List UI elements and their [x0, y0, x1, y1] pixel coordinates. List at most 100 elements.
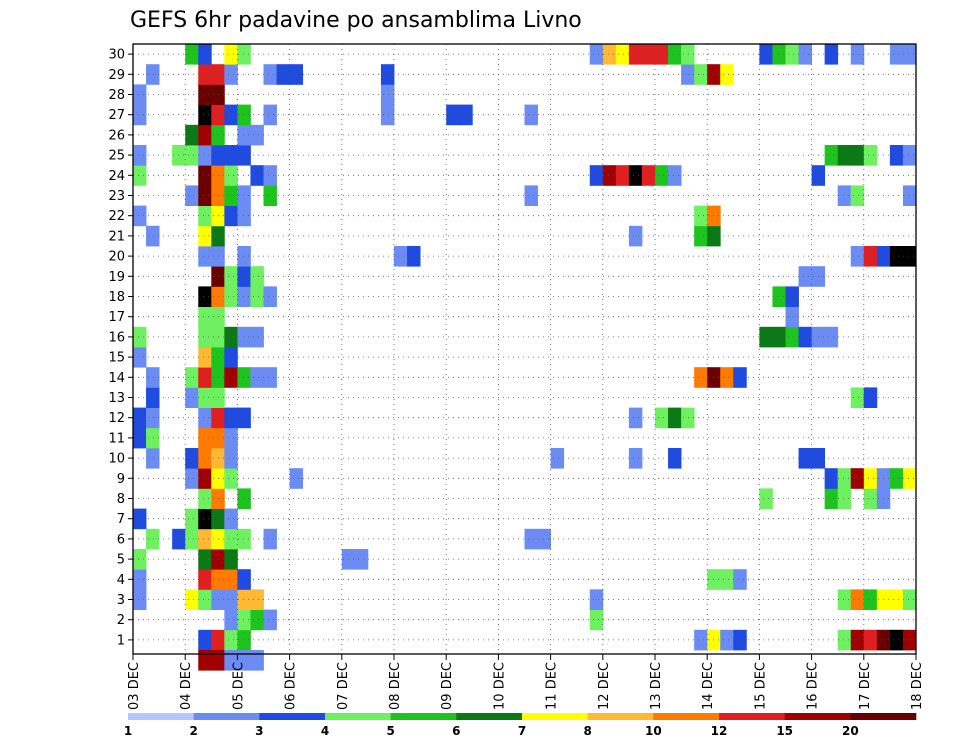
heatmap-cell — [902, 468, 917, 489]
heatmap-cell — [798, 266, 812, 287]
x-tick-label: 17 DEC — [858, 662, 873, 710]
heatmap-cell — [237, 124, 251, 146]
heatmap-cell — [237, 326, 251, 348]
heatmap-cell — [224, 427, 238, 449]
heatmap-cell — [902, 246, 917, 267]
colorbar-label: 1 — [124, 724, 132, 738]
heatmap-cell — [224, 569, 238, 590]
heatmap-cell — [198, 387, 212, 408]
heatmap-cell — [250, 124, 264, 146]
heatmap-cell — [798, 326, 812, 348]
heatmap-cell — [198, 407, 212, 429]
x-tick-label: 13 DEC — [649, 662, 664, 710]
heatmap-cell — [146, 387, 160, 408]
heatmap-cell — [133, 427, 147, 449]
heatmap-cell — [681, 407, 695, 429]
heatmap-cell — [224, 347, 238, 368]
heatmap-cell — [694, 205, 708, 227]
heatmap-cell — [759, 488, 773, 509]
heatmap-cell — [133, 145, 147, 166]
heatmap-cell — [146, 407, 160, 429]
colorbar-label: 2 — [189, 724, 197, 738]
heatmap-cell — [250, 286, 264, 307]
heatmap-cell — [198, 306, 212, 328]
heatmap-cell — [133, 104, 147, 126]
colorbar-swatch — [390, 713, 457, 720]
heatmap-cell — [628, 165, 643, 186]
y-tick-label: 11 — [108, 431, 125, 446]
heatmap-cell — [250, 326, 264, 348]
heatmap-cell — [850, 246, 865, 267]
x-tick-label: 04 DEC — [179, 662, 194, 710]
heatmap-cell — [237, 589, 251, 610]
heatmap-cells — [133, 44, 917, 671]
heatmap-cell — [224, 286, 238, 307]
heatmap-cell — [237, 407, 251, 429]
x-tick-label: 14 DEC — [701, 662, 716, 710]
heatmap-cell — [237, 609, 251, 631]
heatmap-cell — [198, 246, 212, 267]
heatmap-cell — [198, 44, 212, 65]
y-tick-label: 20 — [108, 250, 125, 265]
y-tick-label: 22 — [108, 209, 125, 224]
heatmap-cell — [537, 528, 551, 550]
heatmap-cell — [224, 266, 238, 287]
y-tick-label: 2 — [117, 613, 125, 628]
x-tick-label: 11 DEC — [545, 662, 560, 710]
x-tick-label: 12 DEC — [597, 662, 612, 710]
colorbar-swatch — [587, 713, 654, 720]
y-tick-label: 26 — [108, 128, 125, 143]
heatmap-cell — [237, 650, 251, 671]
x-axis: 03 DEC 04 DEC 05 DEC 06 DEC 07 DEC 08 DEC 09 D… — [127, 654, 925, 710]
colorbar-swatch — [784, 713, 851, 720]
colorbar-label: 8 — [583, 724, 591, 738]
heatmap-cell — [250, 165, 264, 186]
heatmap-cell — [185, 367, 199, 388]
heatmap-cell — [185, 44, 199, 65]
heatmap-cell — [602, 165, 617, 186]
y-tick-label: 23 — [108, 189, 125, 204]
heatmap-cell — [733, 629, 747, 651]
heatmap-cell — [694, 629, 708, 651]
heatmap-cell — [237, 488, 251, 509]
heatmap-cell — [237, 367, 251, 388]
heatmap-cell — [902, 185, 917, 206]
heatmap-cell — [198, 145, 212, 166]
heatmap-cell — [863, 468, 878, 489]
heatmap-cell — [394, 246, 408, 267]
colorbar-label: 12 — [711, 724, 728, 738]
y-tick-label: 1 — [117, 633, 125, 648]
heatmap-cell — [198, 286, 212, 307]
heatmap-cell — [237, 569, 251, 590]
y-tick-label: 12 — [108, 411, 125, 426]
heatmap-cell — [655, 165, 669, 186]
heatmap-cell — [133, 569, 147, 590]
colorbar-label: 7 — [518, 724, 526, 738]
x-tick-label: 15 DEC — [753, 662, 768, 710]
heatmap-cell — [589, 609, 604, 631]
colorbar-swatch — [193, 713, 260, 720]
heatmap-cell — [850, 589, 865, 610]
x-tick-label: 10 DEC — [492, 662, 507, 710]
plot-frame — [132, 43, 917, 655]
heatmap-cell — [198, 205, 212, 227]
colorbar-swatch — [522, 713, 588, 720]
x-tick-label: 07 DEC — [336, 662, 351, 710]
heatmap-cell — [694, 367, 708, 388]
heatmap-cell — [198, 225, 212, 247]
heatmap-cell — [185, 589, 199, 610]
heatmap-cell — [694, 64, 708, 85]
chart-title: GEFS 6hr padavine po ansamblima Livno — [130, 8, 582, 33]
heatmap-cell — [798, 448, 812, 469]
heatmap-cell — [889, 468, 904, 489]
heatmap-cell — [837, 589, 852, 610]
heatmap-cell — [185, 528, 199, 550]
y-tick-label: 9 — [117, 472, 125, 487]
heatmap-cell — [354, 549, 369, 570]
colorbar-label: 4 — [321, 724, 329, 738]
heatmap-cell — [668, 165, 682, 186]
heatmap-cell — [250, 589, 264, 610]
x-tick-label: 06 DEC — [284, 662, 299, 710]
heatmap-cell — [237, 145, 251, 166]
heatmap-cell — [850, 44, 865, 65]
